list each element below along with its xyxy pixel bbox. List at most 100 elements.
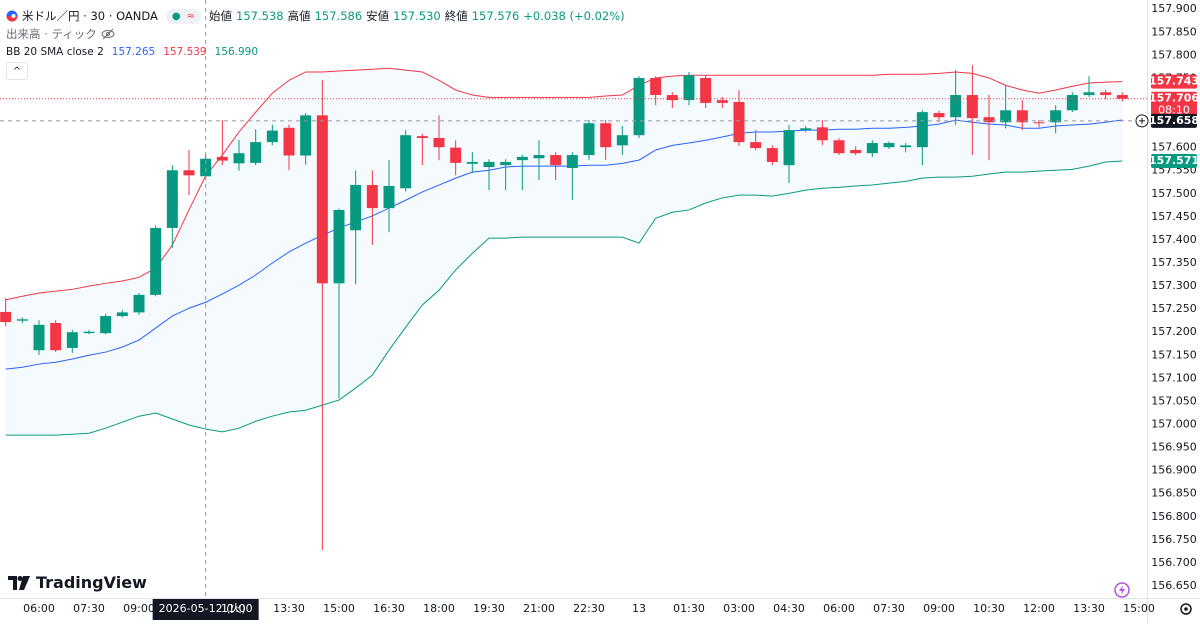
candle-body — [600, 123, 612, 148]
candle-body — [516, 156, 528, 161]
countdown-label: 08:10 — [1158, 104, 1190, 117]
candle-body — [416, 136, 428, 138]
candle-body — [16, 319, 28, 321]
candle-body — [433, 137, 445, 148]
collapse-button[interactable]: ^ — [6, 62, 28, 80]
band-upper-price-label-box — [1151, 74, 1197, 89]
candle-body — [800, 128, 812, 131]
status-pill[interactable]: ● ≈ — [165, 8, 202, 24]
candle-body — [766, 148, 778, 162]
candle-body — [1016, 110, 1028, 123]
indicator-name[interactable]: BB 20 SMA close 2 — [6, 46, 104, 58]
x-tick-label: 13:30 — [1073, 602, 1105, 615]
y-tick-label: 156.650 — [1151, 579, 1197, 592]
y-tick-label: 156.950 — [1151, 441, 1197, 454]
indicator-value: 157.265 — [111, 46, 156, 58]
candle-body — [816, 127, 828, 141]
crosshair-date: 2026-05-12 (火) — [159, 602, 246, 615]
x-tick-label: 22:30 — [573, 602, 605, 615]
candle-body — [683, 75, 695, 101]
y-tick-label: 157.600 — [1151, 141, 1197, 154]
candle-body — [550, 155, 562, 166]
candle-body — [300, 115, 312, 156]
x-tick-label: 07:30 — [873, 602, 905, 615]
band-upper-line — [5, 67, 1123, 301]
ohlc-value: 157.586 — [314, 9, 363, 23]
candle-body — [966, 95, 978, 119]
ohlc-label: 終値 — [444, 9, 468, 23]
candle-body — [750, 142, 762, 149]
candle-body — [1116, 95, 1128, 99]
ohlc-value: 157.530 — [393, 9, 441, 23]
x-tick-label: 18:00 — [423, 602, 455, 615]
candle-body — [633, 77, 645, 136]
candle-body — [916, 112, 928, 148]
x-tick-label: 06:00 — [823, 602, 855, 615]
candle-body — [66, 332, 78, 348]
settings-button[interactable] — [1180, 603, 1192, 615]
candle-body — [100, 316, 112, 334]
candle-body — [350, 185, 362, 231]
candle-body — [833, 140, 845, 154]
candle-body — [900, 145, 912, 148]
x-tick-label: 06:00 — [23, 602, 55, 615]
candle-body — [33, 324, 45, 351]
y-tick-label: 157.450 — [1151, 210, 1197, 223]
candle-body — [1000, 110, 1012, 123]
brand: TradingView — [8, 573, 147, 592]
x-tick-label: 09:00 — [923, 602, 955, 615]
candle-body — [316, 115, 328, 284]
add-alert-plus — [1139, 117, 1145, 124]
y-tick-label: 157.200 — [1151, 325, 1197, 338]
band-basis-line — [5, 119, 1123, 370]
candle-body — [333, 209, 345, 284]
candle-body — [883, 143, 895, 148]
candle-body — [616, 135, 628, 146]
x-tick-label: 07:30 — [73, 602, 105, 615]
ohlc-value: 157.576 — [471, 9, 520, 23]
candle-body — [500, 161, 512, 166]
crosshair-time: 11:00 — [221, 602, 253, 615]
ohlc-label: 高値 — [287, 9, 311, 23]
candle-body — [366, 185, 378, 209]
candle-body — [1050, 110, 1062, 123]
x-tick-label: 16:30 — [373, 602, 405, 615]
candle-body — [783, 130, 795, 166]
y-tick-label: 157.250 — [1151, 302, 1197, 315]
eye-icon[interactable] — [101, 28, 115, 40]
candle-body — [950, 95, 962, 118]
brand-logo — [8, 575, 30, 590]
crosshair-time-box — [152, 599, 259, 620]
x-tick-label: 09:00 — [123, 602, 155, 615]
candle-body — [733, 101, 745, 143]
band-upper-price-label: 157.743 — [1149, 75, 1199, 88]
crosshair-price-label-box — [1151, 113, 1197, 128]
flag-icon — [6, 10, 18, 22]
candle-body — [216, 156, 228, 161]
candle-body — [83, 331, 95, 334]
candle-body — [866, 143, 878, 154]
y-tick-label: 156.900 — [1151, 464, 1197, 477]
candle-body — [400, 135, 412, 189]
last-price-box — [1151, 91, 1197, 118]
candle-body — [716, 100, 728, 103]
indicator-value: 156.990 — [214, 46, 259, 58]
candle-body — [200, 158, 212, 177]
volume-label[interactable]: 出来高 · ティック — [6, 27, 97, 41]
crosshair-price-label: 157.658 — [1149, 114, 1199, 127]
y-tick-label: 157.000 — [1151, 418, 1197, 431]
candle-body — [50, 322, 62, 351]
settings-hub — [1184, 607, 1188, 611]
symbol[interactable]: 米ドル／円 · 30 · OANDA — [22, 9, 158, 23]
x-tick-label: 13:30 — [273, 602, 305, 615]
y-tick-label: 157.350 — [1151, 256, 1197, 269]
indicator-row: BB 20 SMA close 2 157.265 157.539 156.99… — [6, 44, 258, 60]
y-tick-label: 157.500 — [1151, 187, 1197, 200]
y-tick-label: 157.800 — [1151, 48, 1197, 61]
y-tick-label: 156.750 — [1151, 533, 1197, 546]
candle-body — [0, 311, 12, 323]
ohlc-label: 始値 — [209, 9, 233, 23]
y-tick-label: 157.850 — [1151, 25, 1197, 38]
